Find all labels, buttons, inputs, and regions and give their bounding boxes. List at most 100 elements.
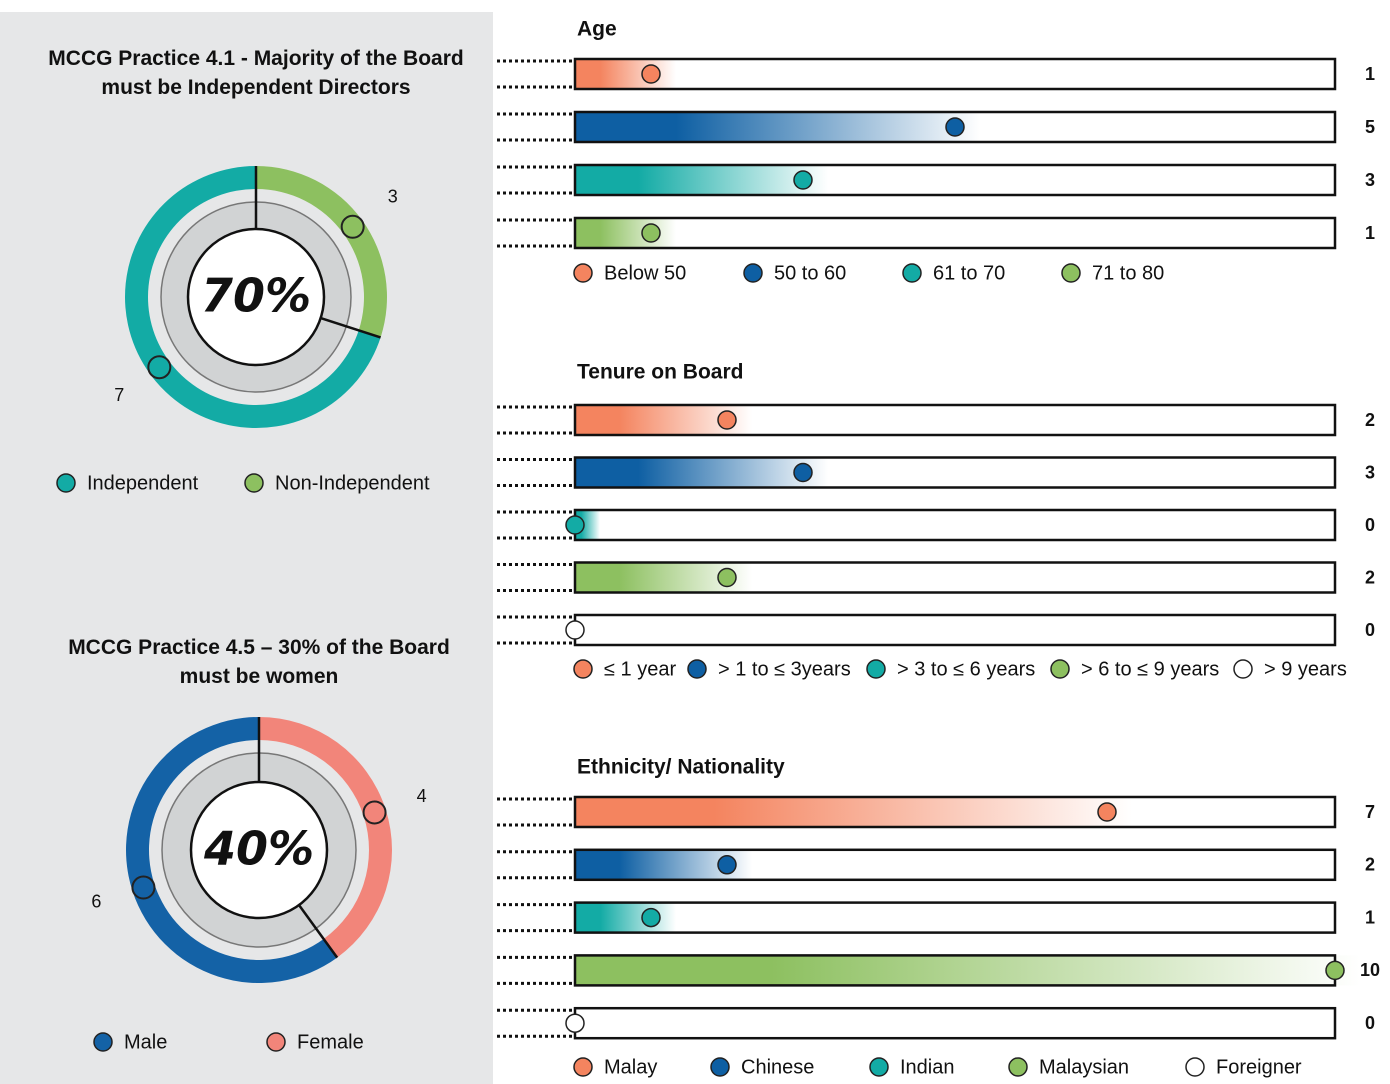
bar-dot bbox=[793, 462, 813, 483]
bar-dot bbox=[565, 620, 585, 640]
value-label: 10 bbox=[1360, 960, 1380, 980]
legend-swatch bbox=[1008, 1057, 1028, 1077]
value-label: 0 bbox=[1365, 620, 1375, 640]
bar-track bbox=[575, 510, 1335, 540]
donut-segment bbox=[256, 166, 388, 338]
donut-segment bbox=[259, 717, 393, 958]
value-label: 7 bbox=[114, 385, 124, 405]
legend-label: Malaysian bbox=[1039, 1056, 1129, 1078]
bar-track-border bbox=[573, 456, 1337, 489]
legend-swatch bbox=[1233, 659, 1253, 679]
legend-swatch bbox=[1185, 1057, 1205, 1077]
legend-swatch bbox=[573, 659, 593, 679]
segment-dot bbox=[131, 875, 156, 900]
legend-swatch bbox=[902, 263, 922, 283]
segment-divider bbox=[297, 904, 339, 959]
bar bbox=[575, 457, 828, 488]
bar bbox=[575, 902, 676, 933]
legend-label: > 9 years bbox=[1264, 658, 1347, 680]
legend-swatch bbox=[687, 659, 707, 679]
value-label: 0 bbox=[1365, 515, 1375, 535]
legend-label: 61 to 70 bbox=[933, 262, 1005, 284]
value-label: 7 bbox=[1365, 802, 1375, 822]
bar-track bbox=[575, 59, 1335, 89]
bar bbox=[575, 165, 828, 195]
segment-divider bbox=[320, 316, 381, 339]
segment-dot bbox=[362, 800, 387, 825]
chart-title: Ethnicity/ Nationality bbox=[577, 756, 785, 779]
value-label: 6 bbox=[91, 892, 101, 912]
center-label: 40% bbox=[203, 822, 314, 876]
chart-title: Tenure on Board bbox=[577, 361, 743, 384]
legend-label: Female bbox=[297, 1031, 364, 1053]
legend-label: > 6 to ≤ 9 years bbox=[1081, 658, 1219, 680]
bar-track-border bbox=[573, 561, 1337, 594]
legend-label: Male bbox=[124, 1031, 167, 1053]
donut-segment bbox=[126, 717, 338, 983]
bar-track-border bbox=[573, 795, 1337, 829]
chart-title: MCCG Practice 4.5 – 30% of the Board mus… bbox=[68, 636, 450, 688]
segment-dot bbox=[340, 214, 365, 239]
bar bbox=[575, 218, 676, 248]
legend-swatch bbox=[866, 659, 886, 679]
bar-dot bbox=[641, 907, 661, 928]
center-label: 70% bbox=[201, 269, 311, 323]
bar-dot bbox=[717, 410, 737, 430]
value-label: 2 bbox=[1365, 567, 1375, 587]
bar-dot bbox=[565, 1013, 585, 1033]
value-label: 2 bbox=[1365, 410, 1375, 430]
bar-dot bbox=[1325, 960, 1345, 981]
legend-swatch bbox=[266, 1032, 286, 1052]
bar-track bbox=[575, 1008, 1335, 1039]
bar-track-border bbox=[573, 163, 1337, 197]
bar-dot bbox=[945, 117, 965, 137]
value-label: 3 bbox=[1365, 462, 1375, 482]
legend-swatch bbox=[573, 263, 593, 283]
legend-swatch bbox=[93, 1032, 113, 1052]
legend-label: 71 to 80 bbox=[1092, 262, 1164, 284]
bar bbox=[575, 955, 1360, 986]
legend-label: ≤ 1 year bbox=[604, 658, 676, 680]
legend-label: Independent bbox=[87, 472, 199, 494]
bar-track bbox=[575, 218, 1335, 248]
legend-label: Malay bbox=[604, 1056, 657, 1078]
value-label: 1 bbox=[1365, 223, 1375, 243]
legend-swatch bbox=[869, 1057, 889, 1077]
value-label: 5 bbox=[1365, 117, 1375, 137]
segment-dot bbox=[147, 355, 172, 380]
value-label: 0 bbox=[1365, 1013, 1375, 1033]
bar bbox=[575, 59, 676, 89]
value-label: 3 bbox=[1365, 170, 1375, 190]
legend-label: > 3 to ≤ 6 years bbox=[897, 658, 1035, 680]
legend-swatch bbox=[244, 473, 264, 493]
bar-track-border bbox=[573, 901, 1337, 934]
chart-title: MCCG Practice 4.1 - Majority of the Boar… bbox=[48, 47, 464, 99]
legend-label: Non-Independent bbox=[275, 472, 430, 494]
value-label: 1 bbox=[1365, 907, 1375, 927]
bar-dot bbox=[641, 223, 661, 243]
legend-swatch bbox=[710, 1057, 730, 1077]
value-label: 4 bbox=[417, 786, 427, 806]
legend-label: > 1 to ≤ 3years bbox=[718, 658, 851, 680]
legend-swatch bbox=[743, 263, 763, 283]
legend-swatch bbox=[56, 473, 76, 493]
value-label: 2 bbox=[1365, 855, 1375, 875]
bar bbox=[575, 112, 980, 142]
bar bbox=[575, 797, 1132, 827]
legend-label: Foreigner bbox=[1216, 1056, 1302, 1078]
legend-label: Indian bbox=[900, 1056, 955, 1078]
bar-track-border bbox=[573, 216, 1337, 250]
legend-swatch bbox=[573, 1057, 593, 1077]
bar-dot bbox=[793, 170, 813, 190]
bar-dot bbox=[1097, 802, 1117, 822]
legend-label: Below 50 bbox=[604, 262, 686, 284]
bar-dot bbox=[565, 515, 585, 535]
bar-track bbox=[575, 902, 1335, 933]
legend-label: Chinese bbox=[741, 1056, 814, 1078]
bar-track-border bbox=[573, 110, 1337, 144]
bar-track-border bbox=[573, 848, 1337, 882]
legend-swatch bbox=[1061, 263, 1081, 283]
chart-title: Age bbox=[577, 18, 617, 41]
